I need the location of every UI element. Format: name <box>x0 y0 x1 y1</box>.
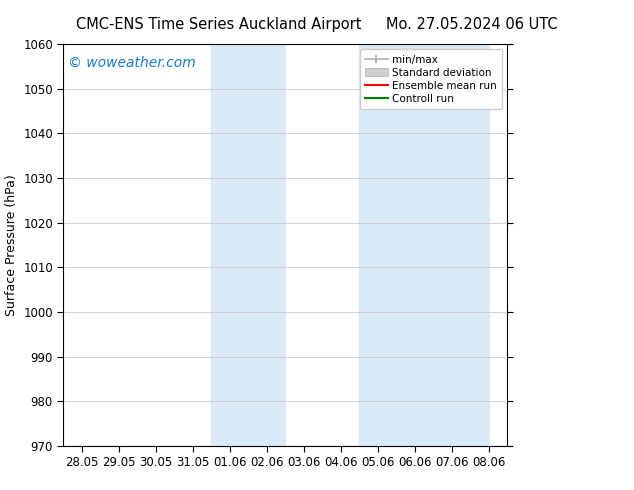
Legend: min/max, Standard deviation, Ensemble mean run, Controll run: min/max, Standard deviation, Ensemble me… <box>359 49 502 109</box>
Text: CMC-ENS Time Series Auckland Airport: CMC-ENS Time Series Auckland Airport <box>76 17 361 32</box>
Text: © woweather.com: © woweather.com <box>68 56 195 70</box>
Bar <box>359 44 489 446</box>
Text: Mo. 27.05.2024 06 UTC: Mo. 27.05.2024 06 UTC <box>386 17 558 32</box>
Bar <box>211 44 285 446</box>
Y-axis label: Surface Pressure (hPa): Surface Pressure (hPa) <box>4 174 18 316</box>
